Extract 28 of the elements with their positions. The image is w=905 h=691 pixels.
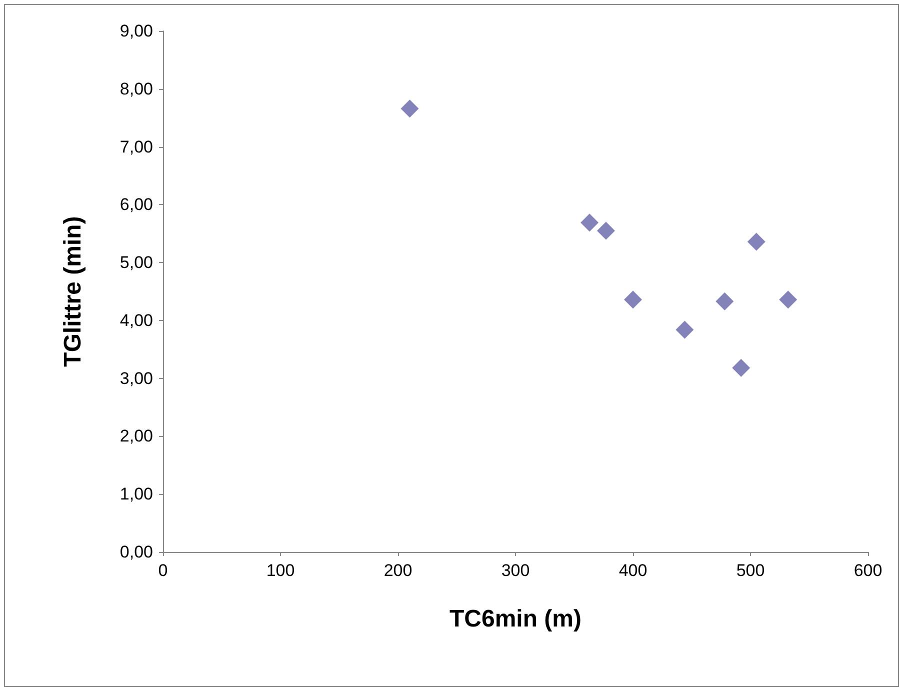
x-tick-label: 0	[158, 561, 168, 580]
y-tick-label: 7,00	[120, 137, 153, 156]
point	[624, 290, 642, 309]
y-tick-label: 9,00	[120, 22, 153, 40]
y-tick-label: 1,00	[120, 484, 153, 504]
x-tick-label: 400	[618, 561, 648, 580]
y-tick-label: 0,00	[120, 542, 153, 562]
point	[676, 320, 694, 339]
y-tick-label: 2,00	[120, 426, 153, 446]
y-tick-label: 6,00	[120, 195, 153, 214]
point	[716, 292, 734, 310]
y-tick-label: 4,00	[120, 310, 153, 330]
x-axis-title: TC6min (m)	[450, 606, 582, 632]
x-tick-label: 500	[736, 561, 765, 580]
y-axis-title: TGlittre (min)	[60, 216, 86, 367]
x-tick-label: 100	[266, 561, 295, 580]
x-tick-label: 200	[384, 561, 412, 580]
y-tick-label: 8,00	[120, 79, 153, 98]
point	[747, 232, 766, 251]
x-tick-label: 300	[501, 561, 530, 580]
point	[779, 290, 798, 309]
y-tick-label: 5,00	[120, 253, 153, 272]
point	[732, 358, 750, 377]
x-tick-label: 600	[854, 561, 882, 580]
point	[596, 222, 615, 240]
y-tick-label: 3,00	[120, 368, 153, 388]
point	[400, 100, 419, 118]
point	[580, 214, 599, 232]
